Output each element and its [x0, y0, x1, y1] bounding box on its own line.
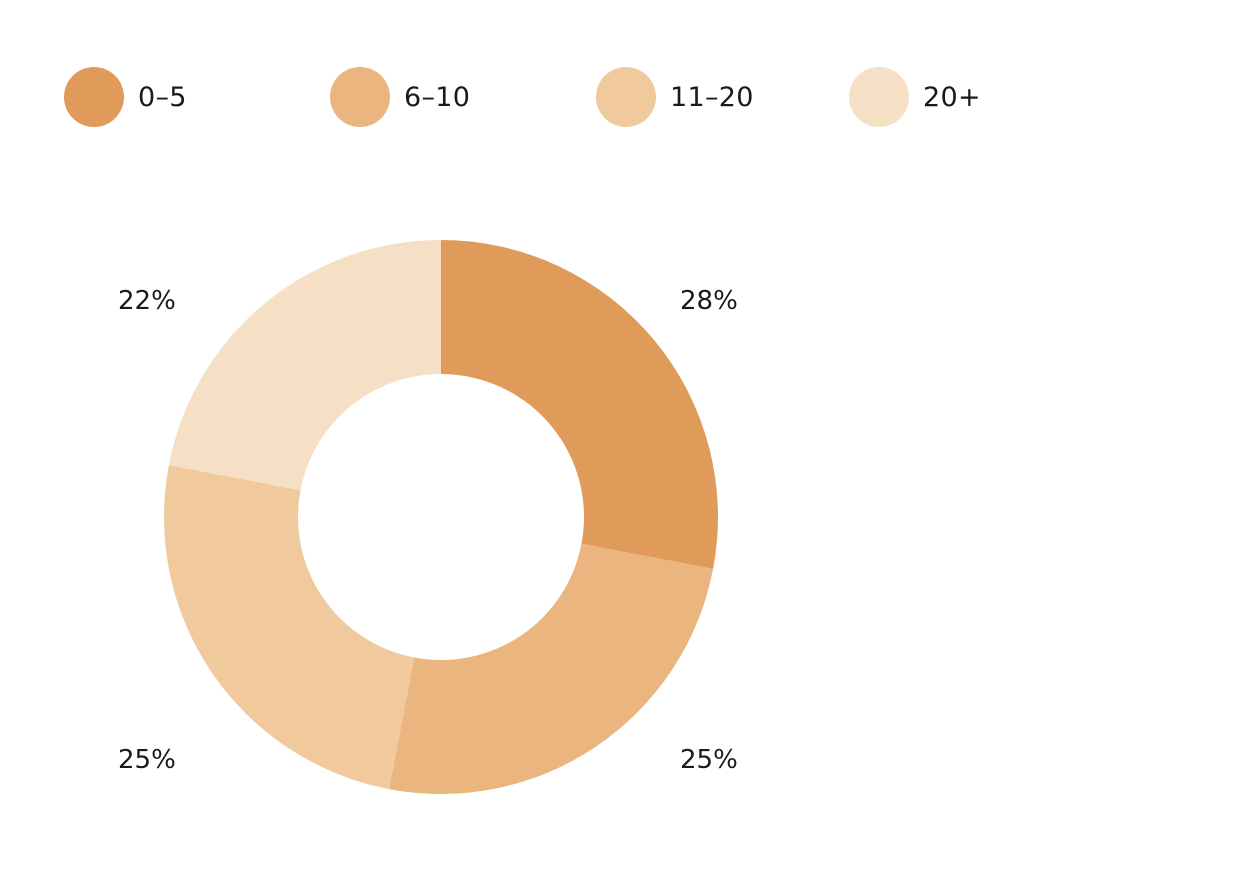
- legend-swatch-20-plus: [849, 67, 909, 127]
- donut-value-label-3: 25%: [118, 745, 176, 775]
- legend-item-0-5: 0–5: [64, 67, 187, 127]
- donut-slice-2: [389, 543, 714, 794]
- legend-swatch-11-20: [596, 67, 656, 127]
- donut-value-label-2: 25%: [680, 745, 738, 775]
- legend-label-0-5: 0–5: [138, 81, 187, 113]
- donut-slice-4: [168, 240, 441, 491]
- legend-swatch-6-10: [330, 67, 390, 127]
- donut-value-labels: 28% 25% 25% 22%: [118, 286, 738, 775]
- donut-slices: [164, 240, 718, 794]
- legend-item-11-20: 11–20: [596, 67, 754, 127]
- legend-item-20-plus: 20+: [849, 67, 981, 127]
- legend-label-20-plus: 20+: [923, 81, 981, 113]
- donut-slice-3: [164, 465, 415, 790]
- legend-item-6-10: 6–10: [330, 67, 470, 127]
- legend-swatch-0-5: [64, 67, 124, 127]
- chart-legend: 0–5 6–10 11–20 20+: [0, 0, 1242, 160]
- donut-value-label-4: 22%: [118, 286, 176, 316]
- legend-label-11-20: 11–20: [670, 81, 754, 113]
- legend-label-6-10: 6–10: [404, 81, 471, 113]
- donut-slice-1: [441, 240, 718, 569]
- donut-value-label-1: 28%: [680, 286, 738, 316]
